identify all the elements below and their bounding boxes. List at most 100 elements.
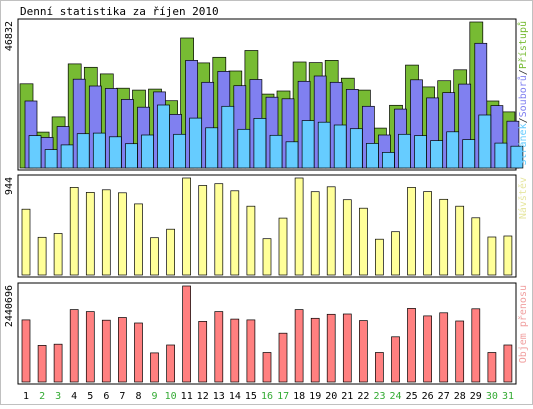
day-label-14: 14 <box>229 391 241 402</box>
bar-traffic_panel-25 <box>407 308 416 383</box>
bar-visitors_panel-25 <box>407 187 416 276</box>
bar-visitors_panel-4 <box>69 187 79 276</box>
day-label-11: 11 <box>181 391 193 402</box>
bar-stránek-8 <box>141 134 154 169</box>
bar-traffic_panel-7 <box>118 317 127 383</box>
bar-visitors_panel-9 <box>150 237 159 276</box>
bar-stránek-13 <box>221 105 235 169</box>
bar-stránek-6 <box>108 136 122 169</box>
day-label-12: 12 <box>197 391 209 402</box>
day-label-23: 23 <box>373 391 385 402</box>
day-label-10: 10 <box>165 391 177 402</box>
bar-visitors_panel-15 <box>246 205 256 276</box>
ymax-label: 46832 <box>4 21 15 51</box>
bar-stránek-9 <box>157 104 170 169</box>
bar-traffic_panel-13 <box>214 311 224 383</box>
bar-stránek-7 <box>125 143 138 169</box>
bar-traffic_panel-16 <box>262 352 272 383</box>
bar-traffic_panel-19 <box>310 317 320 383</box>
day-label-24: 24 <box>389 391 401 402</box>
bar-stránek-22 <box>366 143 379 169</box>
series-label-part: / <box>518 117 529 123</box>
day-label-3: 3 <box>55 391 61 402</box>
day-label-20: 20 <box>325 391 337 402</box>
bar-stránek-17 <box>285 141 299 169</box>
day-label-16: 16 <box>261 391 273 402</box>
bar-stránek-3 <box>60 144 74 169</box>
day-label-29: 29 <box>470 391 482 402</box>
traffic_panel: 2440696 Objem přenosu <box>4 282 529 385</box>
series-label-part: Souborů <box>517 75 529 117</box>
day-label-21: 21 <box>341 391 353 402</box>
bar-visitors_panel-5 <box>85 192 95 276</box>
bar-stránek-10 <box>173 133 186 169</box>
bar-stránek-1 <box>28 135 42 169</box>
bar-visitors_panel-29 <box>471 217 481 276</box>
bar-stránek-4 <box>76 133 90 169</box>
bar-traffic_panel-23 <box>375 352 384 383</box>
bar-stránek-15 <box>253 118 267 169</box>
bar-traffic_panel-6 <box>101 319 111 383</box>
bar-traffic_panel-18 <box>294 309 304 383</box>
bar-visitors_panel-7 <box>118 192 127 276</box>
bar-visitors_panel-18 <box>294 177 304 276</box>
bar-visitors_panel-3 <box>53 233 63 276</box>
ymax-label: 2440696 <box>4 285 15 327</box>
day-label-25: 25 <box>406 391 418 402</box>
visitors_panel: 944 Návštěv <box>4 174 529 278</box>
bar-traffic_panel-28 <box>455 320 465 383</box>
day-label-28: 28 <box>454 391 466 402</box>
day-label-6: 6 <box>103 391 109 402</box>
bar-visitors_panel-6 <box>101 189 111 276</box>
series-label-part: Přístupů <box>517 21 529 69</box>
bar-stránek-26 <box>430 140 443 169</box>
bar-stránek-19 <box>317 121 331 169</box>
bar-visitors_panel-17 <box>278 217 288 276</box>
bar-stránek-12 <box>205 127 219 169</box>
bar-visitors_panel-27 <box>439 198 449 276</box>
bar-traffic_panel-30 <box>487 352 497 383</box>
day-label-13: 13 <box>213 391 225 402</box>
bar-visitors_panel-30 <box>487 236 497 276</box>
bar-traffic_panel-15 <box>246 319 256 383</box>
bar-visitors_panel-2 <box>37 236 47 276</box>
day-label-19: 19 <box>309 391 321 402</box>
bar-stránek-27 <box>446 131 460 169</box>
bar-traffic_panel-9 <box>150 352 159 383</box>
bar-traffic_panel-31 <box>503 344 513 383</box>
bar-stránek-11 <box>189 117 202 169</box>
day-label-1: 1 <box>23 391 29 402</box>
day-label-5: 5 <box>87 391 93 402</box>
chart-title: Denní statistika za říjen 2010 <box>20 5 219 18</box>
bar-traffic_panel-5 <box>85 311 95 383</box>
bar-visitors_panel-22 <box>359 207 368 276</box>
bar-visitors_panel-1 <box>21 208 31 276</box>
day-label-2: 2 <box>39 391 45 402</box>
bar-stránek-31 <box>510 145 524 169</box>
ymax-label: 944 <box>4 177 15 195</box>
bar-traffic_panel-24 <box>391 336 400 383</box>
bar-traffic_panel-14 <box>230 318 240 383</box>
day-label-27: 27 <box>438 391 450 402</box>
bar-traffic_panel-3 <box>53 343 63 383</box>
series-label: Návštěv <box>517 177 529 219</box>
day-label-30: 30 <box>486 391 498 402</box>
bar-traffic_panel-22 <box>359 320 368 383</box>
bar-visitors_panel-10 <box>166 228 175 276</box>
bar-stránek-25 <box>414 135 427 169</box>
bar-stránek-30 <box>494 142 508 169</box>
day-label-15: 15 <box>245 391 257 402</box>
bar-stránek-21 <box>349 128 363 169</box>
bar-stránek-2 <box>44 149 58 169</box>
day-axis-labels: 1 2 3 4 5 6 7 8 9 10 11 12 13 14 15 16 17 18 19 20 21 22 23 24 2… <box>23 391 514 402</box>
bar-stránek-29 <box>478 114 492 169</box>
day-label-9: 9 <box>151 391 157 402</box>
bar-visitors_panel-26 <box>423 191 432 276</box>
bar-traffic_panel-8 <box>134 322 143 383</box>
bar-visitors_panel-8 <box>134 203 143 276</box>
series-label-part: / <box>518 69 529 75</box>
bar-traffic_panel-27 <box>439 312 449 383</box>
bar-visitors_panel-19 <box>310 191 320 276</box>
